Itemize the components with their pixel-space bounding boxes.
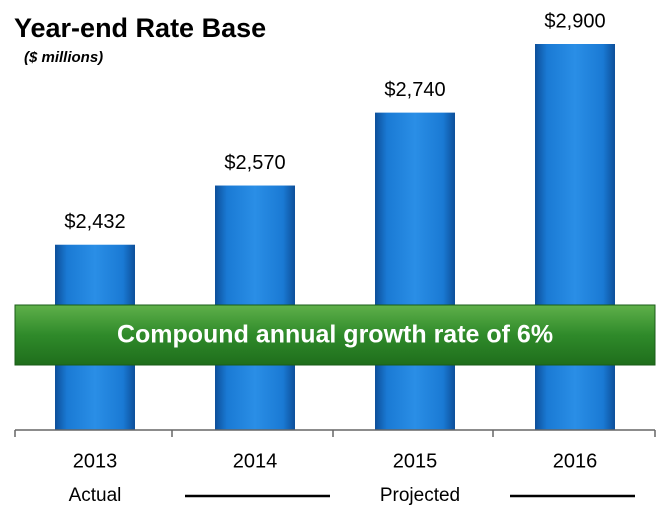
x-tick-label: 2015 (393, 450, 438, 472)
chart-subtitle: ($ millions) (24, 49, 103, 66)
chart-title: Year-end Rate Base (14, 13, 266, 43)
period-label: Projected (380, 485, 460, 506)
bars (55, 44, 615, 430)
x-tick-label: 2014 (233, 450, 278, 472)
annotation-banner (14, 304, 656, 366)
value-label: $2,740 (384, 79, 445, 101)
bar (535, 44, 615, 430)
annotation-text: Compound annual growth rate of 6% (117, 321, 553, 349)
value-label: $2,900 (544, 10, 605, 32)
bar (375, 112, 455, 430)
x-tick-label: 2016 (553, 450, 598, 472)
period-label: Actual (69, 485, 122, 506)
value-label: $2,432 (64, 211, 125, 233)
x-tick-label: 2013 (73, 450, 118, 472)
value-label: $2,570 (224, 152, 285, 174)
category-dividers (14, 430, 656, 437)
